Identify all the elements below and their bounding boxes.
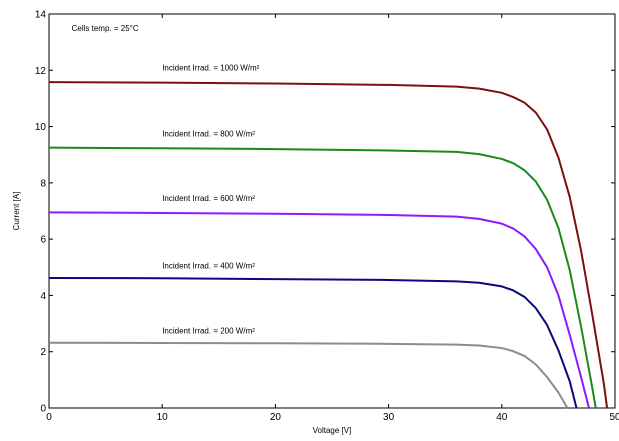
- series-label-5: Incident Irrad. = 200 W/m²: [162, 326, 255, 335]
- y-tick-label: 0: [40, 404, 46, 415]
- x-tick-label: 40: [496, 412, 508, 423]
- x-tick-label: 0: [46, 412, 52, 423]
- y-axis-title: Current [A]: [12, 192, 21, 231]
- x-axis-title: Voltage [V]: [313, 426, 352, 435]
- series-line-3: [48, 211, 590, 409]
- y-tick-label: 4: [40, 291, 46, 302]
- series-line-4: [48, 276, 578, 409]
- y-tick-label: 14: [35, 10, 47, 21]
- series-label-2: Incident Irrad. = 800 W/m²: [162, 129, 255, 138]
- y-tick-label: 10: [35, 122, 47, 133]
- series-line-1: [48, 81, 609, 409]
- plot-frame: [48, 13, 616, 409]
- series-label-1: Incident Irrad. = 1000 W/m²: [162, 63, 259, 72]
- series-label-4: Incident Irrad. = 400 W/m²: [162, 262, 255, 271]
- y-tick-label: 2: [40, 347, 46, 358]
- x-tick-label: 50: [609, 412, 619, 423]
- series-line-2: [48, 146, 597, 409]
- y-tick-label: 6: [40, 235, 46, 246]
- series-group: [48, 81, 609, 409]
- series-line-5: [48, 341, 569, 409]
- x-tick-label: 20: [270, 412, 282, 423]
- y-tick-label: 12: [35, 66, 47, 77]
- annotation-1: Cells temp. = 25°C: [72, 24, 139, 33]
- x-tick-label: 10: [157, 412, 169, 423]
- series-label-3: Incident Irrad. = 600 W/m²: [162, 194, 255, 203]
- labels-group: Incident Irrad. = 1000 W/m² Incident Irra…: [72, 24, 260, 336]
- y-tick-label: 8: [40, 178, 46, 189]
- x-tick-label: 30: [383, 412, 395, 423]
- axes-group: 0 10 20 30 40 50 0 2 4 6 8 10 12 14 Voltage [V] Current…: [12, 10, 619, 436]
